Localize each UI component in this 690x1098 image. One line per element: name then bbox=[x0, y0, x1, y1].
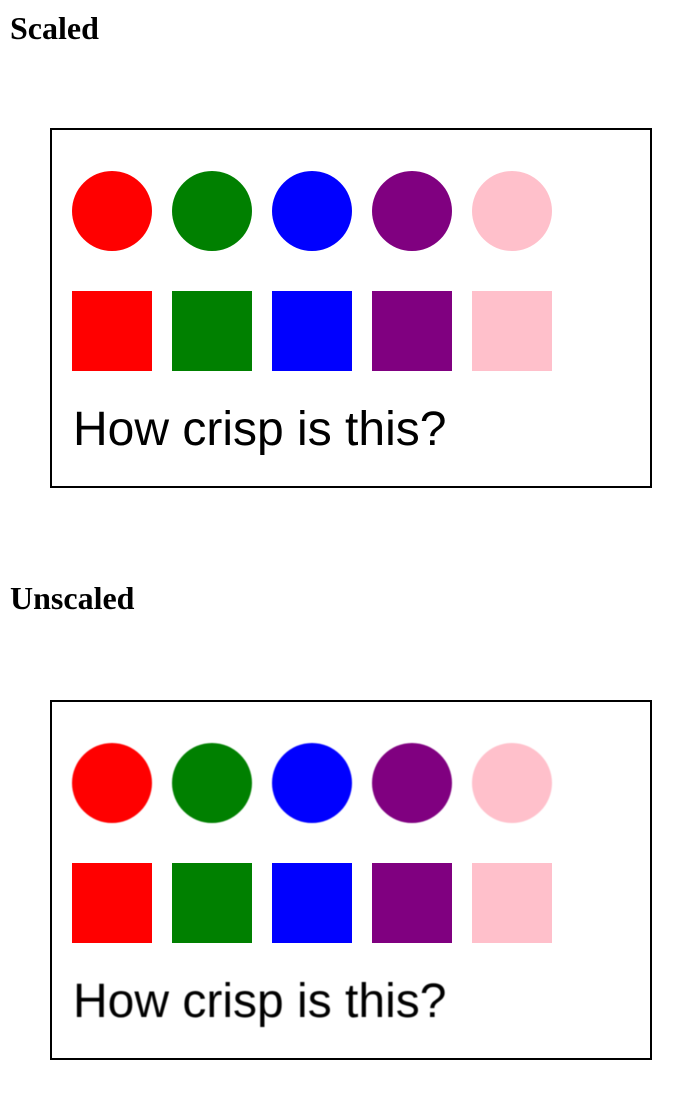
square-purple bbox=[372, 291, 452, 371]
demo-box-unscaled: How crisp is this? bbox=[50, 700, 652, 1060]
circle-purple bbox=[372, 743, 452, 823]
square-blue bbox=[272, 291, 352, 371]
square-green bbox=[172, 291, 252, 371]
box-caption: How crisp is this? bbox=[73, 403, 447, 456]
circle-pink bbox=[472, 171, 552, 251]
square-pink bbox=[472, 863, 552, 943]
square-blue bbox=[272, 863, 352, 943]
circle-blue bbox=[272, 171, 352, 251]
square-purple bbox=[372, 863, 452, 943]
circle-blue bbox=[272, 743, 352, 823]
circle-red bbox=[72, 743, 152, 823]
square-red bbox=[72, 291, 152, 371]
circle-green bbox=[172, 743, 252, 823]
square-red bbox=[72, 863, 152, 943]
square-row bbox=[72, 291, 552, 371]
square-pink bbox=[472, 291, 552, 371]
demo-box-scaled: How crisp is this? bbox=[50, 128, 652, 488]
square-row bbox=[72, 863, 552, 943]
circle-row bbox=[72, 743, 552, 823]
box-caption: How crisp is this? bbox=[73, 975, 447, 1028]
section-heading-scaled: Scaled bbox=[10, 10, 99, 46]
circle-pink bbox=[472, 743, 552, 823]
circle-purple bbox=[372, 171, 452, 251]
square-green bbox=[172, 863, 252, 943]
circle-green bbox=[172, 171, 252, 251]
circle-red bbox=[72, 171, 152, 251]
circle-row bbox=[72, 171, 552, 251]
section-heading-unscaled: Unscaled bbox=[10, 580, 135, 616]
